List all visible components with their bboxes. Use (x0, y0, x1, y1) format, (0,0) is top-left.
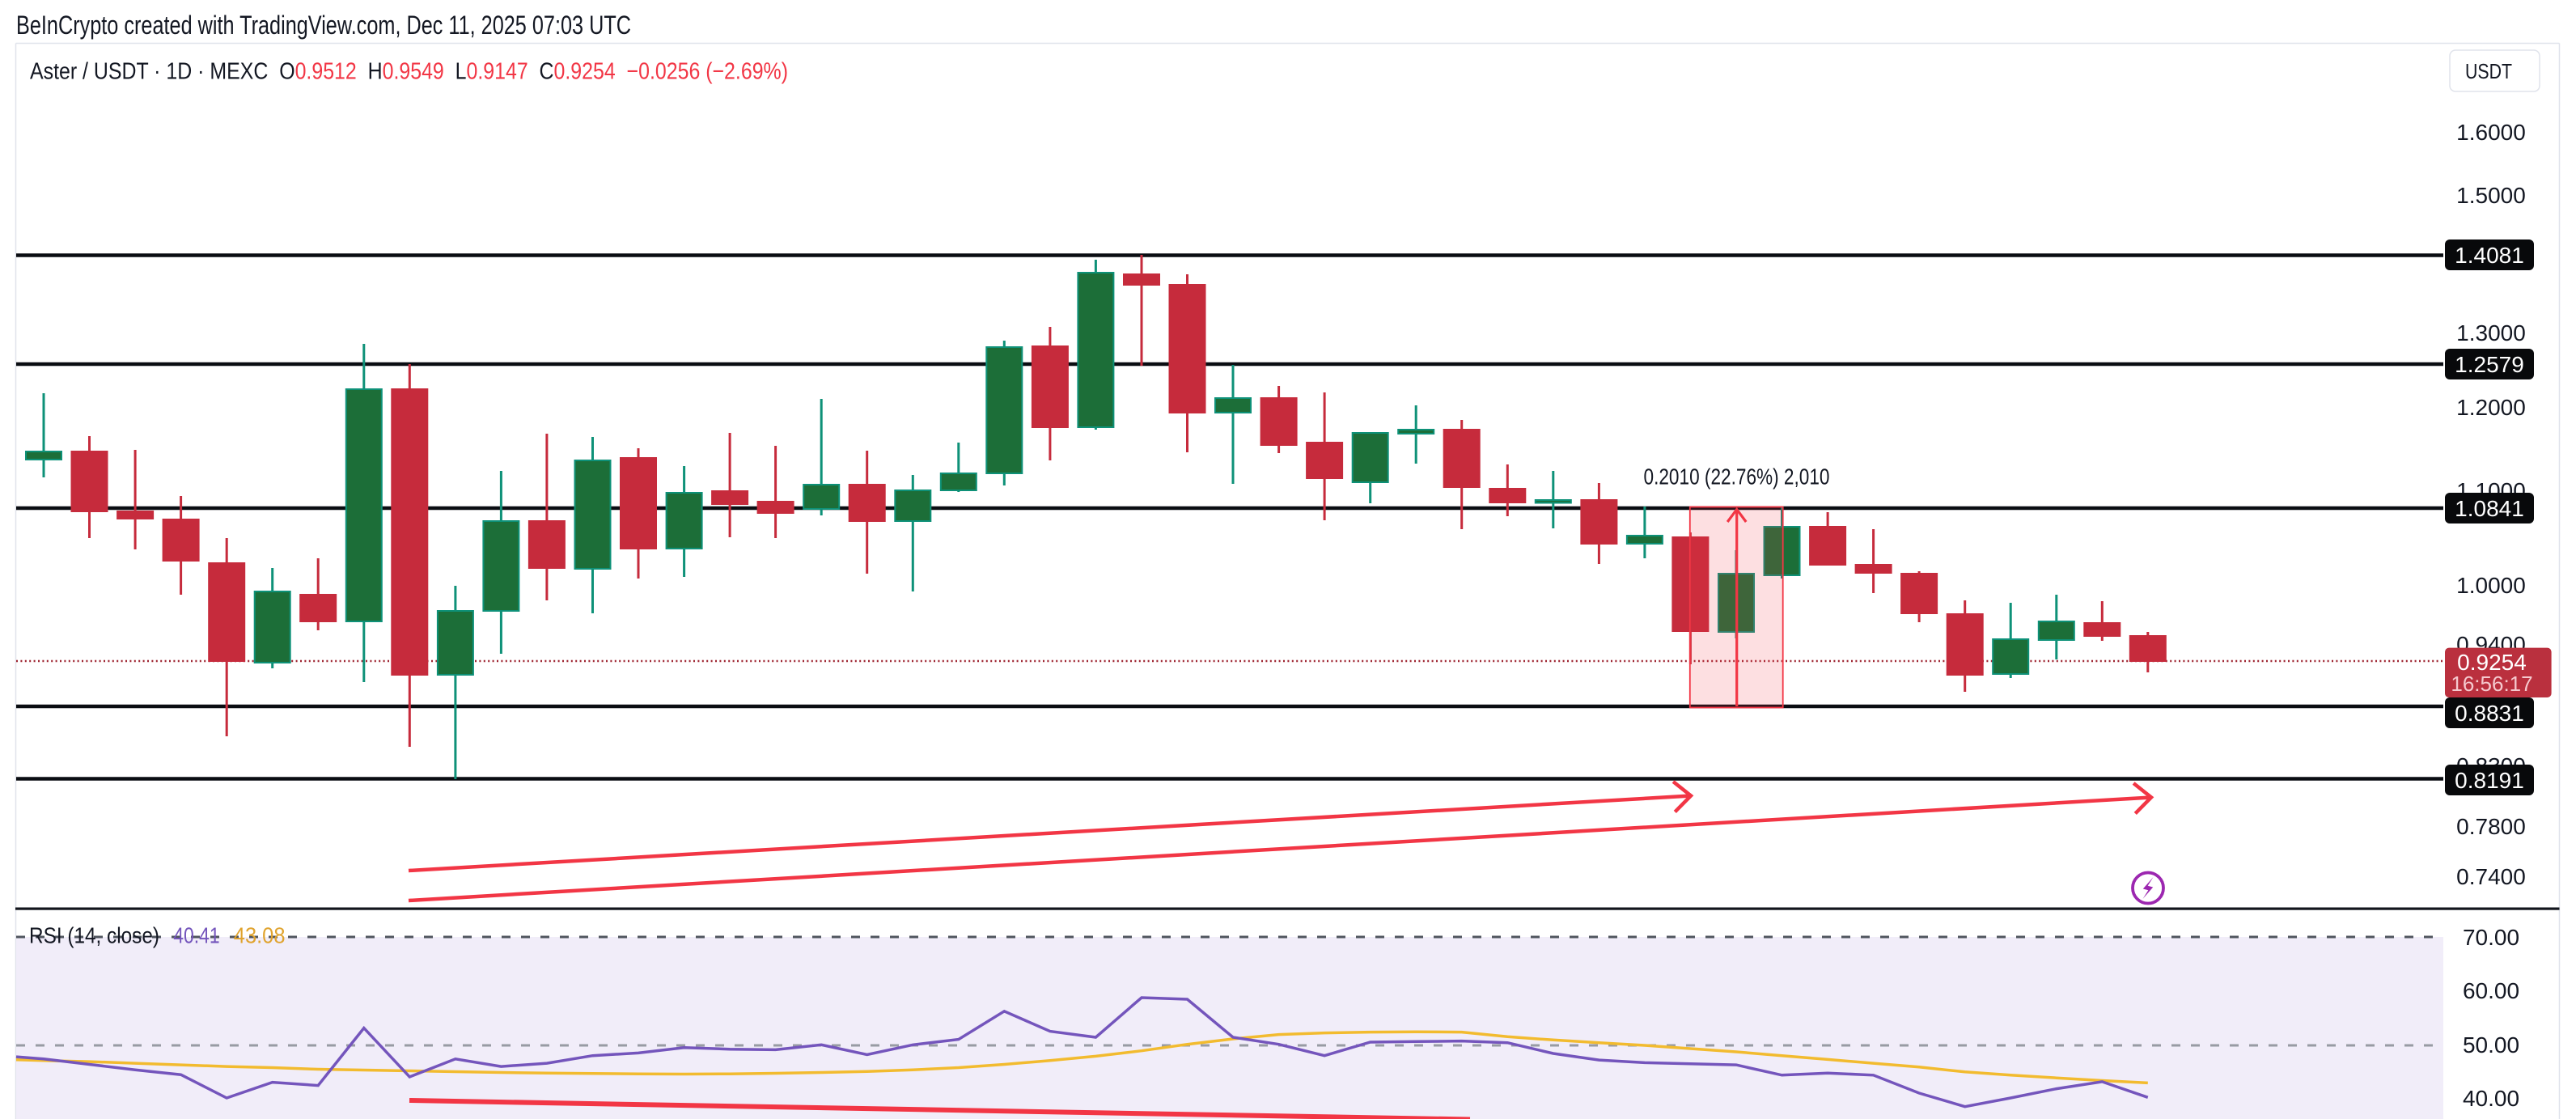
svg-text:USDT: USDT (2465, 59, 2512, 83)
svg-text:1.0000: 1.0000 (2456, 573, 2526, 598)
svg-text:1.2000: 1.2000 (2456, 395, 2526, 420)
svg-text:Aster / USDT · 1D · MEXC O0.9: Aster / USDT · 1D · MEXC O0.9512 H0.9549… (30, 59, 788, 85)
svg-text:RSI (14, close): RSI (14, close) (29, 923, 159, 948)
svg-text:1.6000: 1.6000 (2456, 120, 2526, 145)
svg-text:1.3000: 1.3000 (2456, 320, 2526, 345)
svg-text:70.00: 70.00 (2463, 925, 2519, 950)
svg-text:0.7400: 0.7400 (2456, 864, 2526, 889)
svg-text:1.5000: 1.5000 (2456, 183, 2526, 208)
svg-text:50.00: 50.00 (2463, 1032, 2519, 1058)
svg-text:1.4081: 1.4081 (2455, 243, 2524, 268)
svg-text:40.41: 40.41 (173, 923, 219, 948)
svg-text:43.08: 43.08 (234, 923, 286, 948)
svg-text:0.9254: 0.9254 (2457, 650, 2527, 675)
svg-text:BeInCrypto created with Tradin: BeInCrypto created with TradingView.com,… (16, 11, 631, 40)
svg-text:16:56:17: 16:56:17 (2451, 672, 2532, 696)
svg-text:1.0841: 1.0841 (2455, 496, 2524, 521)
svg-text:60.00: 60.00 (2463, 978, 2519, 1003)
svg-text:0.2010 (22.76%) 2,010: 0.2010 (22.76%) 2,010 (1644, 464, 1830, 489)
svg-text:1.2579: 1.2579 (2455, 352, 2524, 377)
svg-text:0.8191: 0.8191 (2455, 768, 2524, 793)
svg-text:0.7800: 0.7800 (2456, 814, 2526, 839)
svg-text:40.00: 40.00 (2463, 1086, 2519, 1111)
svg-text:0.8831: 0.8831 (2455, 701, 2524, 726)
